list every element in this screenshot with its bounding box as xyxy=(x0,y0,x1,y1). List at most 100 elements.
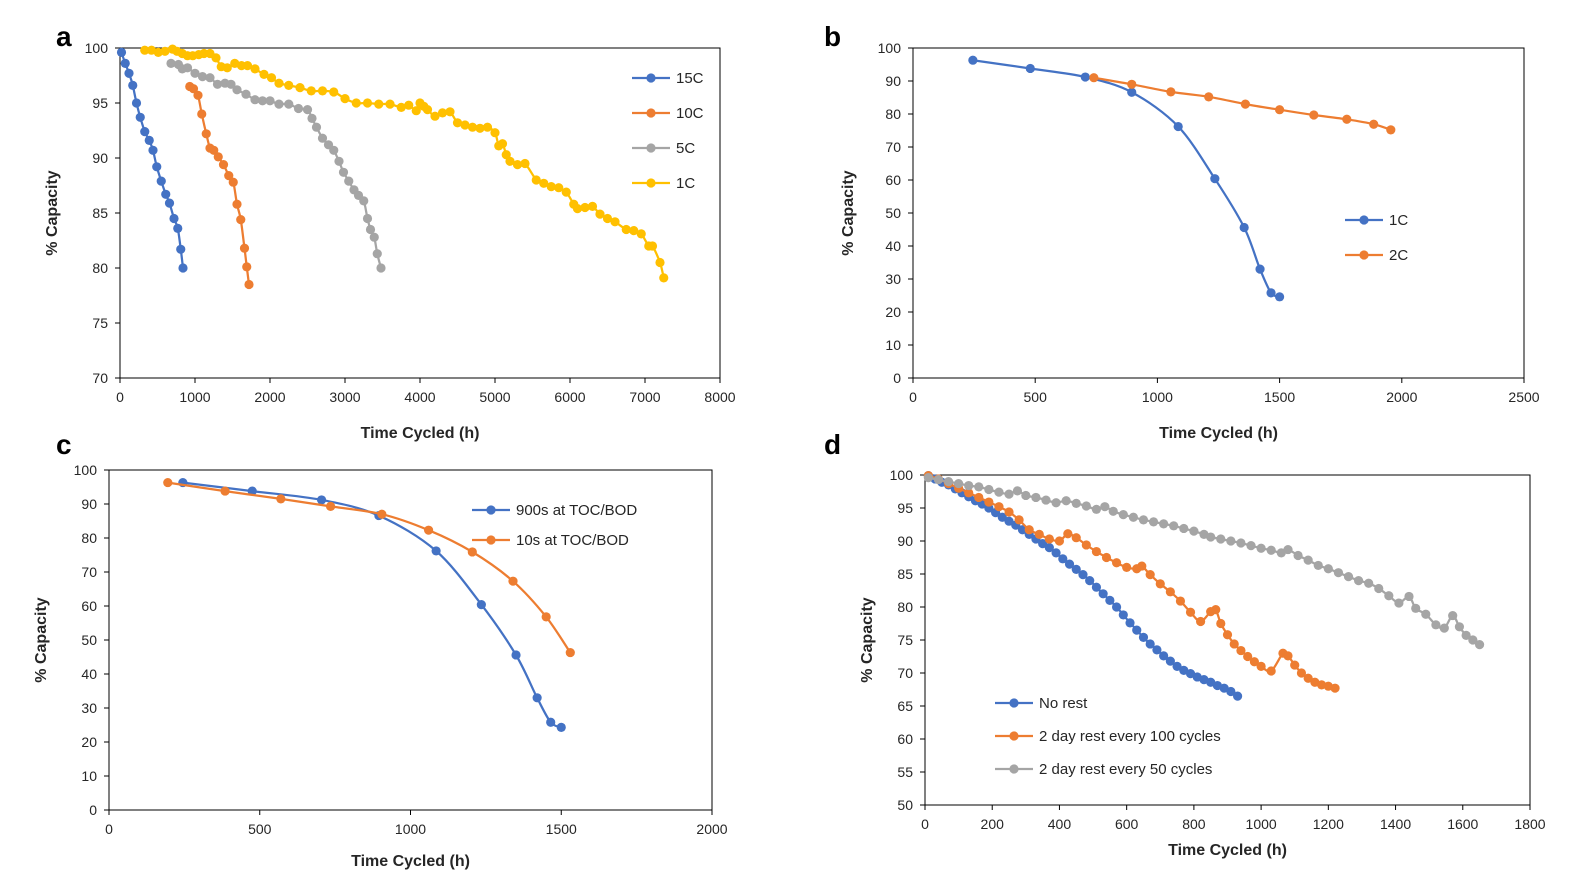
data-point xyxy=(984,497,994,507)
data-point xyxy=(250,95,260,105)
data-point xyxy=(476,600,486,610)
data-point xyxy=(152,162,162,172)
series-line xyxy=(182,481,562,729)
data-point xyxy=(1275,105,1285,115)
data-point xyxy=(316,495,327,505)
data-point xyxy=(140,45,150,55)
data-point xyxy=(239,243,250,253)
x-tick-label: 1000 xyxy=(1142,389,1173,405)
data-point xyxy=(213,152,223,162)
data-point xyxy=(1118,509,1128,520)
x-tick-label: 1500 xyxy=(546,821,577,837)
x-tick-label: 1000 xyxy=(395,821,426,837)
series-0 xyxy=(116,47,188,273)
data-point xyxy=(1210,174,1220,184)
data-point xyxy=(974,492,984,503)
data-point xyxy=(1185,607,1196,617)
data-point xyxy=(511,650,521,660)
data-point xyxy=(1293,550,1303,561)
data-point xyxy=(512,160,523,170)
data-point xyxy=(968,55,978,65)
y-tick-label: 20 xyxy=(885,304,901,320)
data-point xyxy=(587,201,598,211)
data-point xyxy=(274,99,284,109)
data-point xyxy=(943,477,954,487)
x-tick-label: 2000 xyxy=(696,821,727,837)
data-point xyxy=(1081,540,1091,550)
data-point xyxy=(482,122,493,132)
data-point xyxy=(311,122,322,132)
legend-marker xyxy=(646,73,656,83)
data-point xyxy=(212,79,223,89)
data-point xyxy=(1364,578,1374,588)
data-point xyxy=(1159,519,1169,529)
data-point xyxy=(1155,579,1165,589)
y-axis-title: % Capacity xyxy=(840,170,857,255)
data-point xyxy=(266,73,277,83)
data-point xyxy=(546,182,556,192)
data-point xyxy=(1353,576,1364,586)
series-0 xyxy=(178,477,566,732)
y-tick-label: 10 xyxy=(885,337,901,353)
data-point xyxy=(1091,582,1102,592)
data-point xyxy=(497,139,508,149)
data-point xyxy=(317,86,328,96)
data-point xyxy=(430,111,440,121)
data-point xyxy=(1031,492,1041,503)
data-point xyxy=(1137,561,1147,571)
series-1 xyxy=(163,477,575,658)
y-tick-label: 65 xyxy=(897,698,913,714)
data-point xyxy=(1071,533,1081,543)
data-point xyxy=(1229,639,1239,649)
data-point xyxy=(242,262,252,272)
data-point xyxy=(173,223,183,233)
legend-marker xyxy=(646,108,656,118)
data-point xyxy=(1061,496,1071,506)
x-tick-label: 400 xyxy=(1048,816,1072,832)
panel-label: d xyxy=(824,429,841,460)
series-1 xyxy=(185,81,254,290)
x-tick-label: 1600 xyxy=(1447,816,1478,832)
data-point xyxy=(431,546,441,556)
data-point xyxy=(554,183,564,193)
chart-panel-a: 0 1000 2000 3000 4000 5000 6000 7000 8000 70 75 80 8… xyxy=(44,21,736,442)
data-point xyxy=(188,84,199,94)
data-point xyxy=(437,108,448,118)
y-tick-label: 70 xyxy=(92,370,108,386)
x-axis-title: Time Cycled (h) xyxy=(1168,842,1287,859)
data-point xyxy=(1266,545,1276,555)
data-point xyxy=(1275,292,1285,302)
y-axis-title: % Capacity xyxy=(859,597,876,682)
data-point xyxy=(193,90,203,100)
data-point xyxy=(1111,602,1122,612)
data-point xyxy=(329,87,339,97)
y-tick-label: 75 xyxy=(897,632,913,648)
series-line xyxy=(167,481,572,654)
data-point xyxy=(1058,554,1068,564)
data-point xyxy=(1159,651,1169,661)
data-point xyxy=(1313,560,1323,571)
y-axis-title: % Capacity xyxy=(44,170,61,255)
data-point xyxy=(284,99,294,109)
data-point xyxy=(505,156,515,166)
data-point xyxy=(1063,529,1073,539)
legend-marker xyxy=(1359,215,1369,225)
data-point xyxy=(1127,79,1137,89)
data-point xyxy=(1175,596,1186,606)
y-tick-label: 30 xyxy=(81,700,97,716)
y-tick-label: 10 xyxy=(81,768,97,784)
x-tick-label: 6000 xyxy=(554,389,585,405)
data-point xyxy=(257,96,268,106)
data-point xyxy=(561,187,571,197)
data-point xyxy=(984,484,994,495)
data-point xyxy=(1206,532,1216,542)
x-tick-label: 1000 xyxy=(1246,816,1277,832)
data-point xyxy=(259,69,269,79)
data-point xyxy=(161,189,171,199)
data-point xyxy=(602,213,613,224)
legend-label: 10C xyxy=(676,105,704,122)
data-point xyxy=(1454,622,1465,632)
data-point xyxy=(1111,558,1122,568)
series-2 xyxy=(923,473,1485,650)
